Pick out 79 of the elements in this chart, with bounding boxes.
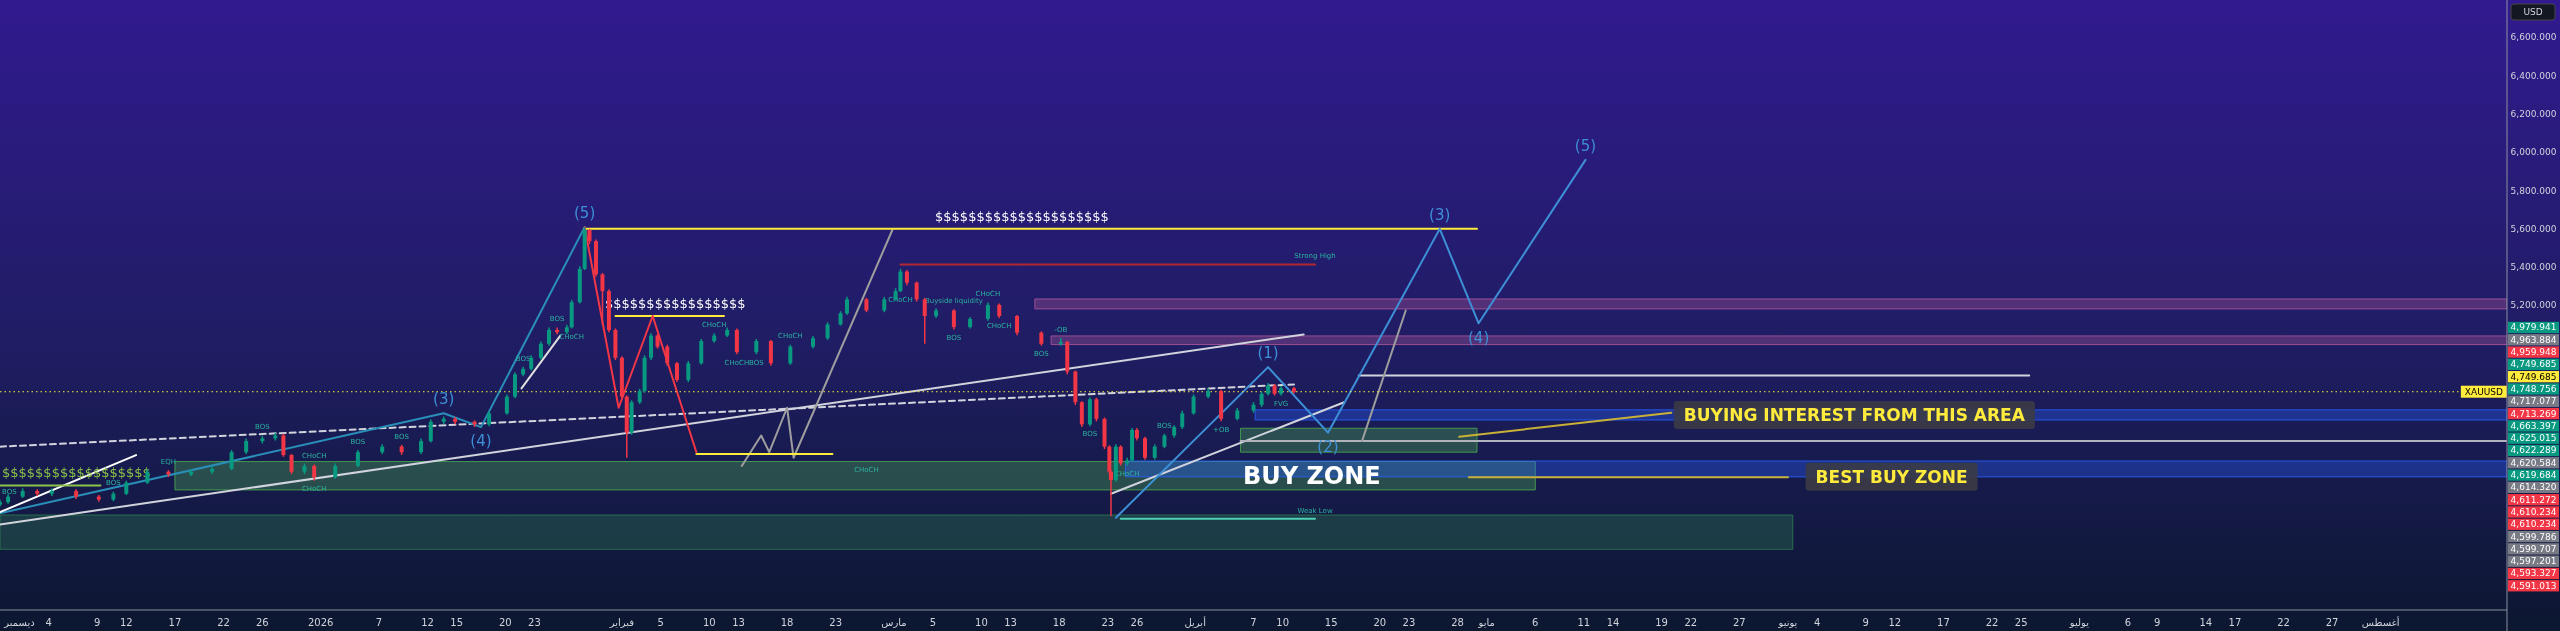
x-tick-label: 26 (255, 616, 269, 628)
x-tick-label: 5 (929, 616, 937, 628)
price-tags: 4,979.941 4,963.884 4,959.948 4,749.685 4,749.685 4,748.756 4,717.077 4,713.269 4,663.397 4,625.015 4,622.289 4,620.584 4,619.684 4,614.320 4,611.272 4,610.234 4,610.234 4,599.786 4,599.707 4,597.201 4,593.327 4,591.013 (2508, 321, 2559, 592)
x-tick-label: 13 (732, 616, 745, 628)
x-tick-label: 17 (1937, 616, 1950, 628)
annotation: (5) (574, 203, 596, 222)
x-tick-label: 9 (93, 616, 101, 628)
x-tick-label: 23 (528, 616, 541, 628)
x-tick-label: 19 (1655, 616, 1668, 628)
x-tick-label: 18 (1052, 616, 1066, 628)
y-tick-label: 6,000.000 (2510, 147, 2557, 158)
annotation: (3) (433, 390, 455, 409)
x-tick-label: 4 (45, 616, 52, 628)
x-tick-label: 11 (1577, 616, 1591, 628)
x-tick-label: 7 (1250, 616, 1257, 628)
x-tick-label: 20 (498, 616, 512, 628)
x-tick-label: 23 (1101, 616, 1115, 628)
y-tick-label: 6,400.000 (2510, 70, 2557, 81)
x-tick-label: 26 (1130, 616, 1144, 628)
x-tick-label: أبريل (1184, 615, 1207, 628)
x-tick-label: 7 (375, 616, 383, 628)
ref-line-label: XAUUSD (2464, 386, 2504, 397)
x-tick-label: 10 (1276, 616, 1290, 628)
x-tick-label: 23 (1402, 616, 1416, 628)
y-tick-label: 6,200.000 (2510, 108, 2557, 119)
x-tick-label: 27 (2325, 616, 2339, 628)
x-tick-label: 22 (1985, 616, 1999, 628)
x-tick-label: 13 (1004, 616, 1017, 628)
annotation: BUY ZONE (1242, 461, 1381, 490)
x-tick-label: ديسمبر (3, 616, 35, 628)
x-tick-label: 10 (975, 616, 988, 628)
annotation: BUYING INTEREST FROM THIS AREA (1683, 405, 2026, 426)
x-tick-label: يوليو (2068, 616, 2090, 628)
x-tick-label: 12 (421, 616, 434, 628)
x-tick-label: 22 (1684, 616, 1698, 628)
y-tick-label: 5,800.000 (2510, 185, 2557, 196)
y-tick-label: 6,600.000 (2510, 32, 2557, 43)
annotation: (2) (1317, 437, 1339, 456)
x-tick-label: فبراير (608, 616, 635, 628)
x-tick-label: 17 (168, 616, 182, 628)
annotation: (3) (1429, 205, 1451, 224)
x-tick-label: 22 (217, 616, 230, 628)
x-tick-label: 9 (1862, 616, 1869, 628)
x-tick-label: 6 (2124, 616, 2132, 628)
annotation: $$$$$$$$$$$$$$$$$$$$$ (935, 208, 1109, 224)
axis-unit-label: USD (2510, 3, 2556, 21)
x-tick-label: مايو (1477, 616, 1495, 628)
annotation: (4) (470, 432, 492, 451)
x-tick-label: 23 (829, 616, 843, 628)
annotation: (5) (1574, 136, 1597, 155)
x-tick-label: مارس (881, 616, 907, 628)
x-tick-label: 25 (2014, 616, 2028, 628)
x-tick-label: 14 (2199, 616, 2213, 628)
x-tick-label: 14 (1606, 616, 1620, 628)
x-tick-label: 22 (2277, 616, 2290, 628)
x-tick-label: 18 (780, 616, 794, 628)
annotation: (1) (1257, 343, 1279, 362)
x-tick-label: 12 (1888, 616, 1902, 628)
x-tick-label: 20 (1373, 616, 1387, 628)
y-tick-label: 5,200.000 (2510, 300, 2557, 311)
x-tick-label: 17 (2228, 616, 2242, 628)
x-tick-label: 2026 (307, 616, 334, 628)
x-tick-label: 12 (119, 616, 133, 628)
x-tick-label: أغسطس (2361, 615, 2400, 628)
x-tick-label: 15 (1324, 616, 1338, 628)
x-tick-label: 9 (2154, 616, 2161, 628)
x-tick-label: 6 (1532, 616, 1539, 628)
x-tick-label: يونيو (1777, 616, 1798, 628)
x-tick-label: 10 (702, 616, 716, 628)
x-tick-label: 4 (1813, 616, 1821, 628)
x-tick-label: 28 (1451, 616, 1464, 628)
x-tick-label: 27 (1732, 616, 1746, 628)
annotation: BEST BUY ZONE (1815, 466, 1968, 487)
y-tick-label: 5,600.000 (2510, 223, 2557, 234)
y-axis-title: USD (2523, 7, 2543, 17)
y-tick-label: 5,400.000 (2510, 262, 2557, 273)
annotation: (4) (1467, 328, 1490, 347)
x-tick-label: 5 (657, 616, 664, 628)
x-tick-label: 15 (450, 616, 464, 628)
